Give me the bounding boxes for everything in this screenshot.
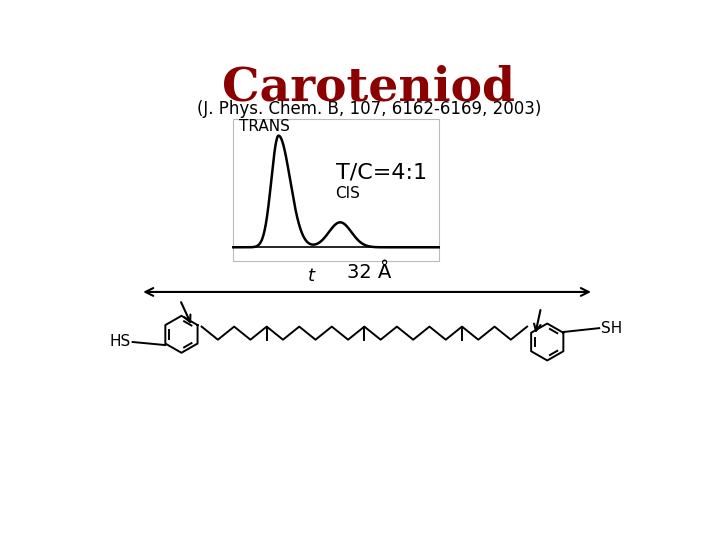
Bar bbox=[233, 119, 438, 261]
Text: CIS: CIS bbox=[336, 186, 360, 201]
Text: Caroteniod: Caroteniod bbox=[222, 65, 516, 111]
Text: t: t bbox=[308, 267, 315, 285]
Text: HS: HS bbox=[109, 334, 130, 349]
Text: T/C=4:1: T/C=4:1 bbox=[336, 163, 427, 183]
Text: TRANS: TRANS bbox=[239, 119, 290, 134]
Text: SH: SH bbox=[601, 321, 623, 336]
Text: 32 Å: 32 Å bbox=[347, 263, 391, 282]
Text: (J. Phys. Chem. B, 107, 6162-6169, 2003): (J. Phys. Chem. B, 107, 6162-6169, 2003) bbox=[197, 100, 541, 118]
